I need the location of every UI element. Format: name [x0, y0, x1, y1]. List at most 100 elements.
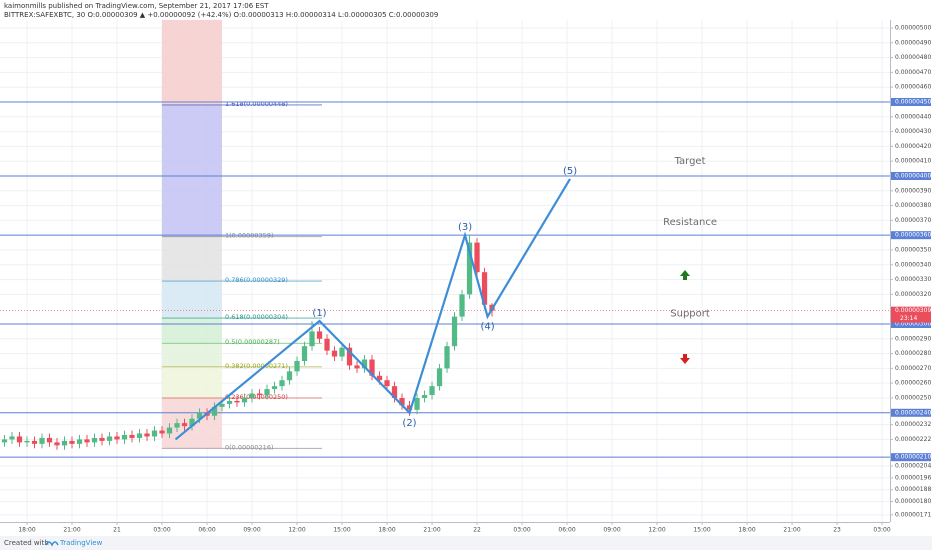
wave: (1) (2) (3) (4) (5) — [174, 166, 577, 441]
candle-body — [271, 386, 278, 390]
fib-zone — [162, 104, 223, 237]
candle-body — [234, 400, 240, 403]
symbol-line: BITTREX:SAFEXBTC, 30 O:0.00000309 ▲ +0.0… — [4, 11, 438, 19]
candle-body — [144, 433, 150, 437]
candle-body — [249, 393, 255, 398]
y-tick-label: 0.00000330 — [895, 276, 931, 283]
candle-body — [444, 346, 450, 369]
candle-body — [16, 436, 23, 443]
candle-body — [91, 437, 98, 443]
y-tick-label: 0.00000180 — [895, 498, 931, 505]
x-tick-label: 06:00 — [558, 527, 575, 534]
level-label: 0.00000450 — [895, 98, 931, 105]
y-tick-label: 0.00000222 — [895, 436, 931, 443]
candle-body — [9, 436, 15, 440]
wave-label: (3) — [458, 222, 472, 233]
candle-body — [406, 405, 413, 410]
candle-body — [264, 389, 270, 396]
candle-body — [189, 418, 195, 427]
y-tick-label: 0.00000232 — [895, 421, 931, 428]
level-label: 0.00000360 — [895, 232, 931, 239]
up-arrow — [680, 270, 690, 280]
candle-body — [31, 440, 38, 444]
x-tick-label: 21:00 — [63, 527, 80, 534]
candle-body — [219, 403, 225, 407]
y-tick-label: 0.00000340 — [895, 261, 931, 268]
candle-body — [241, 397, 248, 403]
countdown: 23:14 — [900, 315, 917, 322]
candle-body — [369, 359, 375, 376]
level-label: 0.00000240 — [895, 409, 931, 416]
candle-body — [474, 242, 480, 273]
annotation: Support — [670, 309, 710, 320]
footer-bar — [0, 536, 932, 550]
candle-body — [421, 395, 428, 398]
level-label-bg — [891, 97, 931, 106]
x-tick-label: 15:00 — [693, 527, 710, 534]
fib-label: 1.618(0.00000448) — [225, 100, 288, 108]
level-label-bg — [891, 408, 931, 417]
x-tick-label: 03:00 — [873, 527, 890, 534]
x-tick-label: 03:00 — [513, 527, 530, 534]
y-tick-label: 0.00000171 — [895, 511, 931, 518]
y-tick-label: 0.00000470 — [895, 69, 931, 76]
candle-body — [436, 368, 443, 387]
fib-zone — [162, 343, 223, 367]
published-line: kaimonmills published on TradingView.com… — [4, 2, 269, 10]
y-tick-label: 0.00000350 — [895, 246, 931, 253]
candle-body — [451, 316, 458, 347]
candle-body — [256, 393, 263, 396]
candle-body — [196, 412, 203, 419]
axes: 0.00000500 0.00000490 0.00000480 0.00000470… — [18, 24, 931, 533]
x-tick-label: 06:00 — [198, 527, 215, 534]
candle-body — [84, 439, 90, 443]
candle-body — [54, 442, 60, 446]
last-price-bg — [891, 306, 931, 323]
fib-label: 0.5(0.00000287) — [225, 338, 280, 346]
candle-body — [136, 433, 143, 438]
candle-body — [24, 440, 30, 443]
fib-zone — [162, 366, 223, 398]
footer-brand[interactable]: TradingView — [59, 539, 103, 547]
candle-body — [429, 386, 435, 396]
x-tick-label: 21 — [113, 527, 121, 534]
y-tick-label: 0.00000490 — [895, 39, 931, 46]
wave-label: (5) — [563, 166, 577, 177]
level-label-bg — [891, 319, 931, 328]
candle-body — [466, 242, 473, 295]
down-arrow — [680, 354, 690, 364]
x-tick-label: 23 — [833, 527, 841, 534]
x-tick-label: 18:00 — [378, 527, 395, 534]
candle-body — [346, 347, 353, 366]
x-tick-label: 18:00 — [738, 527, 755, 534]
level-label-bg — [891, 171, 931, 180]
y-tick-label: 0.00000260 — [895, 380, 931, 387]
candle-body — [211, 406, 218, 416]
wave-label: (1) — [312, 308, 326, 319]
candle-body — [399, 397, 405, 406]
y-tick-label: 0.00000420 — [895, 143, 931, 150]
y-tick-label: 0.00000390 — [895, 187, 931, 194]
candle-body — [114, 436, 120, 440]
candle-body — [106, 436, 113, 441]
candle-body — [309, 331, 315, 347]
candle-body — [376, 375, 383, 381]
y-tick-label: 0.00000270 — [895, 365, 931, 372]
x-tick-label: 22 — [473, 527, 481, 534]
wave-label: (4) — [480, 322, 494, 333]
level-label-bg — [891, 453, 931, 462]
wave-line — [174, 178, 571, 441]
level-label: 0.00000400 — [895, 172, 931, 179]
candle-body — [294, 360, 300, 372]
x-tick-label: 12:00 — [648, 527, 665, 534]
candle-body — [226, 400, 233, 404]
y-tick-label: 0.00000320 — [895, 291, 931, 298]
candle-body — [414, 397, 420, 410]
fib-zone — [162, 318, 223, 344]
x-tick-label: 03:00 — [153, 527, 170, 534]
last-price-label: 0.00000309 — [895, 307, 931, 314]
candle-body — [339, 347, 345, 357]
y-tick-label: 0.00000460 — [895, 84, 931, 91]
candle-body — [181, 423, 188, 427]
